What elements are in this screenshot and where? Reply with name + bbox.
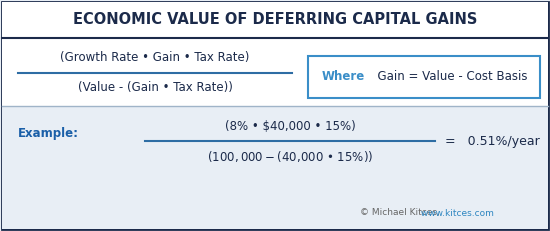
- Text: www.kitces.com: www.kitces.com: [418, 209, 494, 218]
- Text: ($100,000 - ($40,000 • 15%)): ($100,000 - ($40,000 • 15%)): [207, 149, 373, 164]
- Text: (8% • $40,000 • 15%): (8% • $40,000 • 15%): [224, 119, 355, 133]
- FancyBboxPatch shape: [2, 38, 548, 106]
- FancyBboxPatch shape: [308, 56, 540, 98]
- Text: ECONOMIC VALUE OF DEFERRING CAPITAL GAINS: ECONOMIC VALUE OF DEFERRING CAPITAL GAIN…: [73, 12, 477, 27]
- FancyBboxPatch shape: [2, 106, 548, 229]
- Text: (Growth Rate • Gain • Tax Rate): (Growth Rate • Gain • Tax Rate): [60, 52, 250, 64]
- Text: Example:: Example:: [18, 127, 79, 140]
- FancyBboxPatch shape: [2, 2, 548, 229]
- Text: Where: Where: [322, 70, 365, 83]
- Text: (Value - (Gain • Tax Rate)): (Value - (Gain • Tax Rate)): [78, 82, 233, 94]
- FancyBboxPatch shape: [2, 2, 548, 38]
- Text: © Michael Kitces,: © Michael Kitces,: [360, 209, 440, 218]
- Text: Gain = Value - Cost Basis: Gain = Value - Cost Basis: [370, 70, 527, 83]
- Text: =   0.51%/year: = 0.51%/year: [445, 134, 540, 148]
